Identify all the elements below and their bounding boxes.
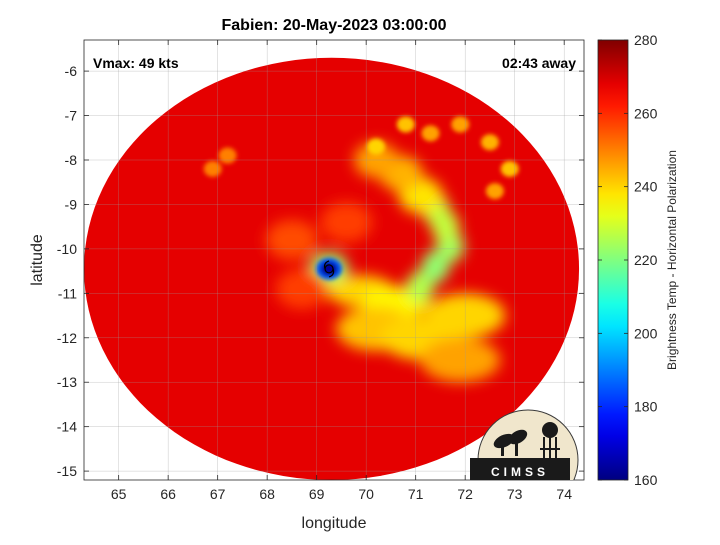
southern-band-14 — [420, 338, 501, 382]
logo-text: CIMSS — [491, 465, 549, 479]
cimss-logo: CIMSS — [470, 409, 579, 480]
eye-core — [320, 261, 338, 277]
convective-cell-18 — [451, 116, 470, 133]
convective-cell-20 — [500, 160, 519, 177]
y-axis-label: latitude — [29, 234, 46, 286]
grid — [84, 40, 584, 480]
axes-frame — [83, 39, 585, 481]
x-tick-label: 70 — [358, 486, 374, 502]
logo-building — [470, 458, 570, 480]
colorbar-tick-label: 180 — [634, 399, 658, 415]
y-tick-label: -10 — [57, 241, 77, 257]
colorbar-label: Brightness Temp - Horizontal Polarizatio… — [665, 150, 679, 370]
x-tick-label: 69 — [309, 486, 325, 502]
center-marker-arm-2 — [328, 268, 335, 278]
vmax-annotation: Vmax: 49 kts — [93, 55, 179, 71]
colorbar-ticks: 160 180 200 220 240 260 280 — [598, 32, 658, 488]
chart-title: Fabien: 20-May-2023 03:00:00 — [222, 17, 447, 34]
convective-cell-15 — [367, 138, 386, 155]
y-tick-label: -9 — [65, 196, 78, 212]
y-tick-label: -7 — [65, 108, 78, 124]
colorbar-tick-label: 160 — [634, 472, 658, 488]
x-tick-label: 68 — [259, 486, 275, 502]
colorbar-tick-label: 240 — [634, 179, 658, 195]
rain-swirl-24 — [275, 268, 328, 309]
convective-cell-17 — [421, 125, 440, 142]
x-axis-label: longitude — [302, 515, 367, 532]
convective-cell-16 — [396, 116, 415, 133]
x-tick-label: 66 — [160, 486, 176, 502]
y-tick-label: -14 — [57, 419, 77, 435]
colorbar-tick-label: 280 — [634, 32, 658, 48]
rain-swirl-26 — [320, 202, 373, 243]
x-tick-label: 71 — [408, 486, 424, 502]
rain-swirl-25 — [265, 220, 318, 260]
y-tick-label: -12 — [57, 330, 77, 346]
convective-cell-22 — [218, 147, 237, 164]
colorbar-tick-label: 220 — [634, 252, 658, 268]
y-tick-label: -6 — [65, 63, 78, 79]
x-tick-label: 72 — [457, 486, 473, 502]
colorbar-tick-label: 200 — [634, 325, 658, 341]
x-tick-label: 74 — [556, 486, 572, 502]
x-tick-label: 67 — [210, 486, 226, 502]
center-marker-arm-1 — [323, 260, 330, 270]
x-tick-label: 73 — [507, 486, 523, 502]
feature-layer-tight — [203, 116, 519, 280]
y-tick-label: -8 — [65, 152, 78, 168]
y-axis-ticks: -6 -7 -8 -9 -10 -11 -12 -13 -14 -15 — [57, 63, 584, 479]
logo-tower-icon — [540, 422, 560, 459]
y-tick-label: -11 — [58, 285, 77, 301]
time-offset-annotation: 02:43 away — [502, 55, 576, 71]
colorbar — [597, 39, 629, 481]
convective-cell-23 — [203, 160, 222, 177]
logo-dishes-icon — [493, 429, 528, 456]
colorbar-tick-label: 260 — [634, 105, 658, 121]
x-tick-label: 65 — [111, 486, 127, 502]
x-axis-ticks: 65 66 67 68 69 70 71 72 73 74 — [111, 40, 572, 502]
storm-center-marker — [323, 260, 335, 278]
y-tick-label: -15 — [57, 463, 77, 479]
convective-cell-19 — [480, 134, 499, 151]
convective-cell-21 — [485, 183, 504, 200]
y-tick-label: -13 — [57, 374, 77, 390]
